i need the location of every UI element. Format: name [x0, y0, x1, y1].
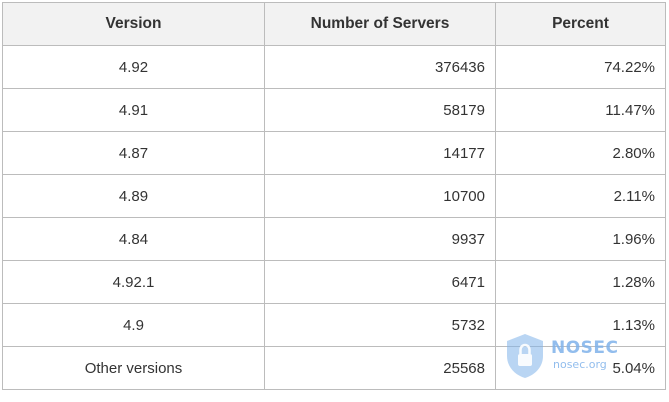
table-row: 4.84 9937 1.96%	[2, 217, 666, 261]
table-header: Version Number of Servers Percent	[2, 2, 666, 46]
cell-servers: 25568	[264, 346, 496, 390]
table-row: Other versions 25568 5.04%	[2, 346, 666, 390]
cell-servers: 6471	[264, 260, 496, 304]
table-row: 4.91 58179 11.47%	[2, 88, 666, 132]
cell-version: 4.84	[2, 217, 265, 261]
cell-version: Other versions	[2, 346, 265, 390]
header-row: Version Number of Servers Percent	[2, 2, 666, 46]
server-version-table: Version Number of Servers Percent 4.92 3…	[2, 2, 666, 390]
table-row: 4.89 10700 2.11%	[2, 174, 666, 218]
cell-servers: 5732	[264, 303, 496, 347]
cell-servers: 10700	[264, 174, 496, 218]
cell-percent: 74.22%	[495, 45, 666, 89]
table-row: 4.92.1 6471 1.28%	[2, 260, 666, 304]
table-row: 4.87 14177 2.80%	[2, 131, 666, 175]
cell-percent: 1.13%	[495, 303, 666, 347]
table-body: 4.92 376436 74.22% 4.91 58179 11.47% 4.8…	[2, 45, 666, 390]
cell-version: 4.89	[2, 174, 265, 218]
cell-percent: 2.80%	[495, 131, 666, 175]
cell-servers: 58179	[264, 88, 496, 132]
header-percent: Percent	[495, 2, 666, 46]
header-servers: Number of Servers	[264, 2, 496, 46]
cell-version: 4.9	[2, 303, 265, 347]
cell-percent: 2.11%	[495, 174, 666, 218]
table-row: 4.9 5732 1.13%	[2, 303, 666, 347]
header-version: Version	[2, 2, 265, 46]
cell-servers: 9937	[264, 217, 496, 261]
cell-percent: 5.04%	[495, 346, 666, 390]
cell-percent: 11.47%	[495, 88, 666, 132]
cell-servers: 376436	[264, 45, 496, 89]
cell-version: 4.91	[2, 88, 265, 132]
cell-version: 4.92	[2, 45, 265, 89]
cell-percent: 1.96%	[495, 217, 666, 261]
cell-version: 4.92.1	[2, 260, 265, 304]
cell-servers: 14177	[264, 131, 496, 175]
cell-percent: 1.28%	[495, 260, 666, 304]
table-row: 4.92 376436 74.22%	[2, 45, 666, 89]
cell-version: 4.87	[2, 131, 265, 175]
